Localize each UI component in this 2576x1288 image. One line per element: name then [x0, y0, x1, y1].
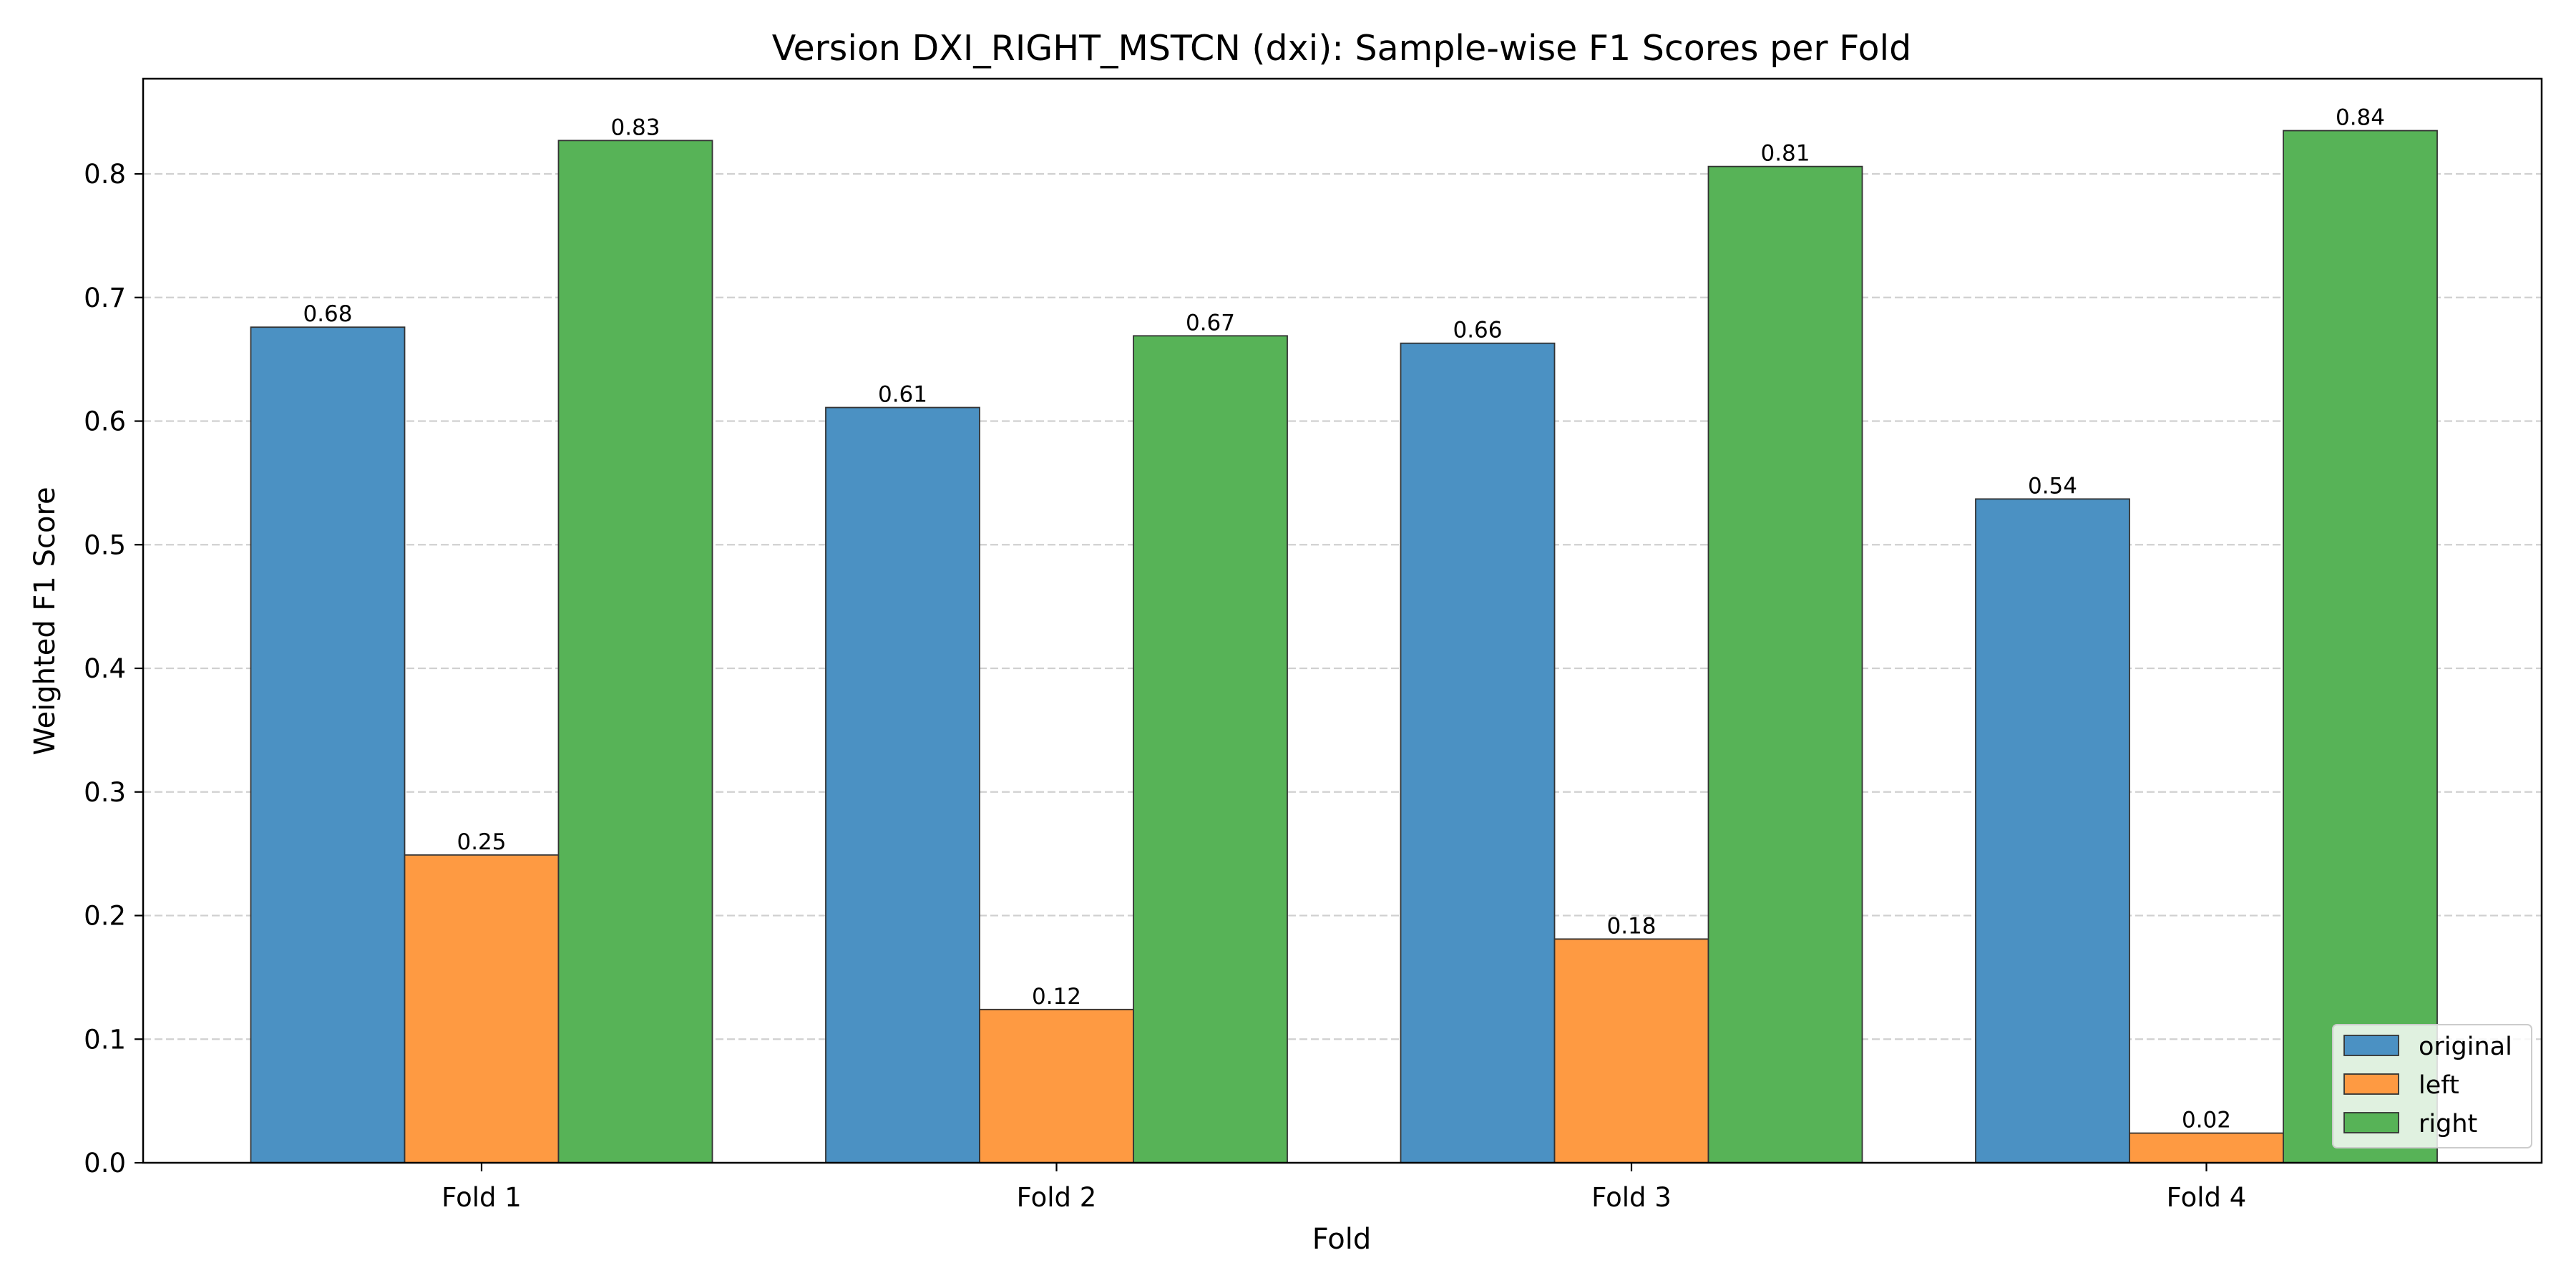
data-label: 0.18	[1606, 913, 1656, 939]
bar-original	[825, 406, 980, 1163]
data-labels: 0.68 0.25 0.83 0.61 0.12 0.67 0.66 0.18 0.81 0.54…	[303, 105, 2385, 1133]
bar-left	[2129, 1132, 2284, 1163]
data-label: 0.61	[878, 382, 927, 408]
data-label: 0.68	[303, 301, 352, 327]
x-tick-label: Fold 2	[1017, 1182, 1097, 1213]
legend: original left right	[2332, 1024, 2532, 1148]
x-axis-label: Fold	[1312, 1223, 1372, 1256]
data-label: 0.81	[1760, 141, 1810, 167]
y-tick-label: 0.6	[84, 406, 126, 437]
bar-original	[250, 326, 406, 1163]
bar-left	[404, 854, 560, 1163]
data-label: 0.66	[1453, 318, 1502, 343]
x-tick-label: Fold 1	[441, 1182, 522, 1213]
y-tick-label: 0.2	[84, 901, 126, 932]
y-tick-label: 0.3	[84, 777, 126, 808]
legend-label-left: left	[2419, 1071, 2459, 1100]
legend-label-right: right	[2419, 1110, 2477, 1138]
bar-original	[1400, 342, 1556, 1163]
legend-swatch-original	[2343, 1035, 2399, 1056]
y-tick-label: 0.5	[84, 530, 126, 560]
data-label: 0.02	[2182, 1108, 2231, 1133]
y-tick-label: 0.7	[84, 283, 126, 313]
chart-title: Version DXI_RIGHT_MSTCN (dxi): Sample-wi…	[772, 28, 1911, 69]
bar-right	[557, 140, 713, 1163]
data-label: 0.54	[2028, 473, 2077, 499]
data-label: 0.12	[1032, 984, 1081, 1010]
plot-frame	[142, 77, 2543, 1164]
y-tick-label: 0.1	[84, 1024, 126, 1055]
data-label: 0.25	[457, 829, 506, 855]
y-tick-label: 0.4	[84, 653, 126, 684]
bar-original	[1975, 498, 2130, 1163]
bar-right	[1133, 335, 1288, 1163]
data-label: 0.83	[610, 114, 660, 140]
bar-right	[2283, 130, 2438, 1163]
data-label: 0.84	[2336, 105, 2385, 131]
y-axis-label: Weighted F1 Score	[29, 487, 62, 755]
legend-swatch-right	[2343, 1112, 2399, 1133]
y-tick-label: 0.8	[84, 159, 126, 190]
x-tick-label: Fold 4	[2167, 1182, 2247, 1213]
bar-left	[979, 1008, 1134, 1163]
axes: 0.0 0.1 0.2 0.3 0.4 0.5 0.6 0.7 0.8 Fold 1 Fold 2 F…	[84, 159, 2246, 1213]
bar-right	[1707, 165, 1863, 1163]
bars	[250, 130, 2438, 1163]
legend-label-original: original	[2419, 1033, 2512, 1061]
legend-swatch-left	[2343, 1073, 2399, 1095]
x-tick-label: Fold 3	[1591, 1182, 1672, 1213]
bar-left	[1553, 938, 1709, 1163]
grid-lines	[143, 172, 2542, 1040]
data-label: 0.67	[1186, 310, 1235, 336]
y-tick-label: 0.0	[84, 1148, 126, 1179]
